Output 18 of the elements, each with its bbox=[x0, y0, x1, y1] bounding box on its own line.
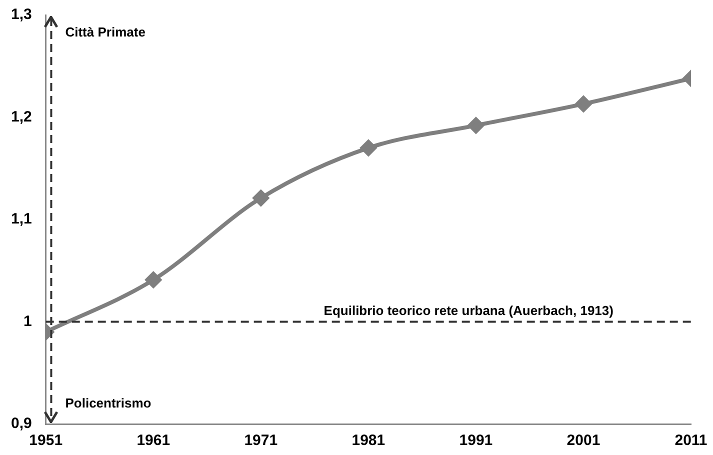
x-tick-label: 1991 bbox=[459, 432, 493, 450]
y-tick-label: 1,3 bbox=[10, 6, 32, 24]
y-tick-label: 1 bbox=[24, 312, 32, 330]
ref-line-label: Equilibrio teorico rete urbana (Auerbach, 1913) bbox=[324, 302, 614, 318]
x-tick-label: 1981 bbox=[352, 432, 386, 450]
y-tick-label: 1,1 bbox=[10, 210, 32, 228]
point bbox=[468, 117, 484, 134]
x-tick-label: 1971 bbox=[244, 432, 278, 450]
point bbox=[252, 190, 269, 206]
y-tick-label: 1,2 bbox=[10, 108, 32, 126]
x-tick-label: 2011 bbox=[674, 432, 708, 450]
annotation: Policentrismo bbox=[65, 396, 152, 411]
x-tick-label: 1961 bbox=[136, 432, 170, 450]
annotation: Città Primate bbox=[65, 24, 146, 40]
y-tick-label: 0,9 bbox=[10, 415, 32, 432]
x-tick-label: 2001 bbox=[566, 432, 600, 450]
point bbox=[360, 140, 376, 156]
x-tick-label: 1951 bbox=[29, 432, 63, 450]
